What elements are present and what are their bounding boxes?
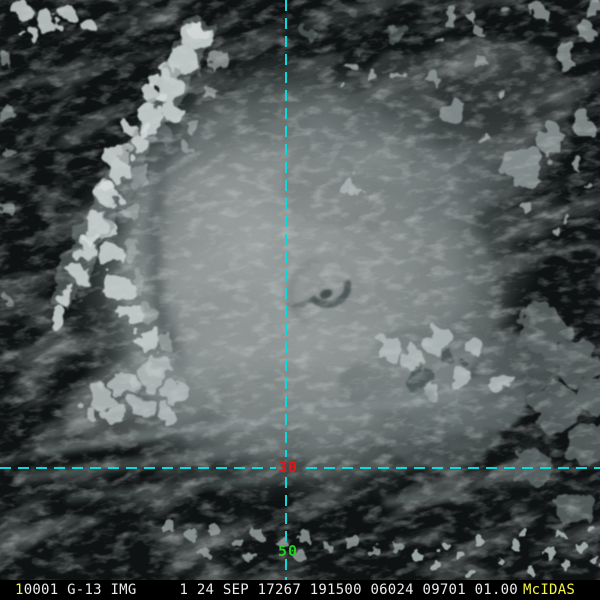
- image-info-text: 1 24 SEP 17267 191500 06024 09701 01.00: [179, 582, 518, 598]
- cumulus-rows: [162, 522, 600, 577]
- southwest-haze: [66, 351, 218, 445]
- frame-number: 1: [15, 582, 24, 598]
- frame-dataset-text: 0001 G-13 IMG: [23, 582, 137, 598]
- status-bar: 1 0001 G-13 IMG 1 24 SEP 17267 191500 060…: [0, 580, 600, 600]
- storm-eye: [285, 270, 352, 309]
- stratocumulus-field: [0, 443, 347, 600]
- mcidas-brand: McIDAS: [523, 582, 576, 598]
- convective-clouds: [0, 0, 600, 523]
- west-rim-dark-lane: [148, 105, 190, 373]
